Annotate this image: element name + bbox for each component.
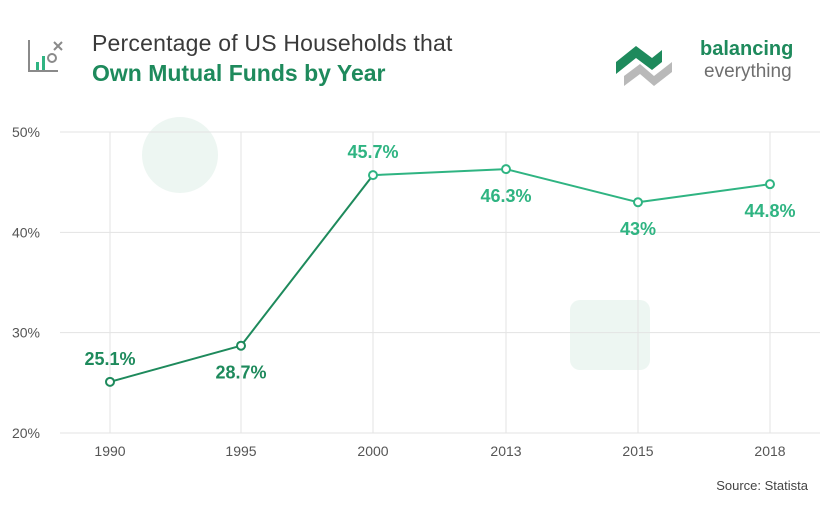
series-line-segment	[240, 174, 374, 347]
brand-name-line2: everything	[704, 61, 792, 82]
series-line-segment	[505, 168, 639, 204]
data-point	[236, 340, 246, 351]
series-line-segment	[372, 168, 507, 177]
x-tick-label: 2000	[357, 443, 388, 459]
x-tick-label: 2013	[490, 443, 521, 459]
data-point	[765, 179, 775, 190]
x-tick-label: 1995	[225, 443, 256, 459]
percent-watermark-icon	[142, 117, 218, 193]
data-label: 46.3%	[480, 186, 531, 206]
data-point	[105, 376, 115, 387]
data-point	[501, 164, 511, 175]
x-tick-label: 2015	[622, 443, 653, 459]
y-tick-label: 40%	[12, 224, 40, 240]
source-note: Source: Statista	[716, 478, 808, 493]
data-label: 25.1%	[84, 349, 135, 369]
data-label: 44.8%	[744, 201, 795, 221]
x-tick-label: 1990	[94, 443, 125, 459]
x-tick-label: 2018	[754, 443, 785, 459]
data-point	[368, 170, 378, 181]
y-tick-label: 20%	[12, 425, 40, 441]
data-label: 45.7%	[347, 142, 398, 162]
data-label: 43%	[620, 219, 656, 239]
data-point	[633, 197, 643, 208]
brand-name-line1: balancing	[700, 38, 794, 60]
chart-tools-icon	[22, 36, 70, 76]
y-tick-label: 30%	[12, 325, 40, 341]
chart-title-line1: Percentage of US Households that	[92, 30, 453, 56]
chart-title-line2: Own Mutual Funds by Year	[92, 60, 386, 86]
y-tick-label: 50%	[12, 124, 40, 140]
series-line-segment	[637, 183, 771, 204]
data-label: 28.7%	[215, 363, 266, 383]
money-watermark-icon	[570, 300, 650, 370]
series-line-segment	[109, 344, 242, 383]
balancing-everything-logo	[614, 36, 686, 86]
brand: balancing everything	[614, 30, 814, 90]
